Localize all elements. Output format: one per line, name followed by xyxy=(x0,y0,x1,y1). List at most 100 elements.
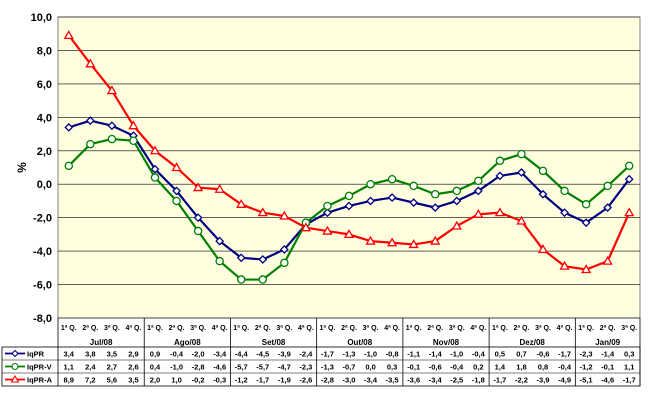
data-point-iqpr xyxy=(603,203,613,213)
table-cell: 0,2 xyxy=(473,363,483,372)
legend-marker-iqpr-a xyxy=(10,374,20,383)
table-cell: -3,9 xyxy=(537,376,550,385)
x-tick-label: 3ª Q. xyxy=(190,325,206,332)
y-tick-label: 2,0 xyxy=(37,146,52,158)
table-cell: -4,7 xyxy=(278,363,291,372)
data-point-iqpr-a xyxy=(214,183,225,193)
table-cell: -1,1 xyxy=(407,350,420,359)
legend-label-iqpr-v: IqPR-V xyxy=(27,363,52,372)
data-point-iqpr-a xyxy=(624,207,635,217)
table-cell: -0,4 xyxy=(450,363,464,372)
data-point-iqpr-a xyxy=(494,207,506,217)
data-point-iqpr xyxy=(387,193,397,203)
table-cell: -5,1 xyxy=(580,376,593,385)
data-point-iqpr xyxy=(215,236,225,246)
x-tick-label: 2ª Q. xyxy=(514,325,530,332)
data-point-iqpr xyxy=(279,245,289,254)
table-cell: 1,8 xyxy=(516,363,526,372)
data-point-iqpr xyxy=(64,122,74,132)
month-label: Out/08 xyxy=(347,338,372,347)
x-tick-label: 3ª Q. xyxy=(449,325,465,332)
month-label: Set/08 xyxy=(262,338,286,347)
data-point-iqpr xyxy=(323,208,332,218)
table-cell: -5,7 xyxy=(235,363,248,372)
table-cell: 0,7 xyxy=(516,350,526,359)
table-cell: -5,7 xyxy=(256,363,269,372)
table-cell: -1,3 xyxy=(343,350,356,359)
data-point-iqpr-a xyxy=(580,264,592,274)
table-cell: -1,3 xyxy=(321,363,334,372)
table-cell: -3,4 xyxy=(364,376,378,385)
month-label: Dez/08 xyxy=(520,338,546,347)
table-cell: -1,7 xyxy=(623,376,636,385)
y-tick-label: 10,0 xyxy=(31,12,52,24)
table-cell: -4,6 xyxy=(601,376,614,385)
table-cell: 8,9 xyxy=(64,376,74,385)
data-point-iqpr-v xyxy=(474,176,483,186)
table-cell: 0,9 xyxy=(150,350,160,359)
data-point-iqpr xyxy=(538,189,548,199)
data-point-iqpr-v xyxy=(107,134,117,144)
y-tick-label: 8,0 xyxy=(37,45,52,57)
x-tick-label: 4ª Q. xyxy=(126,325,142,332)
table-cell: -0,2 xyxy=(192,376,205,385)
table-cell: 1,1 xyxy=(624,363,634,372)
table-cell: -0,7 xyxy=(343,363,356,372)
data-point-iqpr-v xyxy=(215,256,224,266)
y-tick-label: -8,0 xyxy=(33,313,52,325)
table-cell: -0,1 xyxy=(601,363,614,372)
table-cell: 3,8 xyxy=(85,350,95,359)
table-cell: -0,3 xyxy=(213,376,226,385)
x-tick-label: 4ª Q. xyxy=(384,325,400,332)
table-cell: -3,9 xyxy=(278,350,291,359)
data-point-iqpr-a xyxy=(408,239,419,249)
table-cell: 0,3 xyxy=(624,350,634,359)
data-point-iqpr-a xyxy=(85,58,96,68)
data-point-iqpr-v xyxy=(172,196,181,206)
plot-area xyxy=(57,16,641,319)
table-cell: -1,4 xyxy=(601,350,615,359)
x-tick-label: 4ª Q. xyxy=(212,325,228,332)
table-cell: 3,5 xyxy=(128,376,138,385)
month-label: Ago/08 xyxy=(174,338,201,347)
x-tick-label: 1ª Q. xyxy=(492,325,508,332)
data-point-iqpr xyxy=(581,218,591,228)
table-cell: 2,7 xyxy=(107,363,117,372)
month-label: Jul/08 xyxy=(90,338,113,347)
x-tick-label: 4ª Q. xyxy=(557,325,573,332)
data-point-iqpr xyxy=(409,198,419,208)
data-point-iqpr xyxy=(150,164,160,174)
table-cell: -1,2 xyxy=(580,363,593,372)
table-cell: -3,4 xyxy=(213,350,227,359)
data-point-iqpr-v xyxy=(86,139,95,149)
table-cell: -3,4 xyxy=(429,376,443,385)
data-point-iqpr xyxy=(236,253,246,263)
y-axis-label: % xyxy=(15,162,29,173)
table-cell: -1,8 xyxy=(472,376,485,385)
table-cell: -0,4 xyxy=(170,350,184,359)
data-point-iqpr-v xyxy=(452,186,462,196)
table-cell: 3,5 xyxy=(107,350,117,359)
y-tick-label: -4,0 xyxy=(33,246,52,258)
data-point-iqpr-v xyxy=(236,275,246,284)
table-cell: -1,2 xyxy=(235,376,248,385)
data-point-iqpr-a xyxy=(149,145,161,155)
data-point-iqpr xyxy=(107,121,117,131)
data-point-iqpr-v xyxy=(280,258,289,268)
y-tick-label: 4,0 xyxy=(37,112,52,124)
data-point-iqpr-v xyxy=(603,181,612,191)
month-label: Jan/09 xyxy=(595,338,620,347)
data-point-iqpr xyxy=(517,168,526,177)
table-cell: -0,6 xyxy=(429,363,442,372)
data-point-iqpr-v xyxy=(387,174,397,184)
y-tick-label: 6,0 xyxy=(37,79,52,91)
x-tick-label: 1ª Q. xyxy=(578,325,594,332)
x-tick-label: 4ª Q. xyxy=(470,325,486,332)
data-point-iqpr-a xyxy=(171,162,182,172)
table-cell: -2,3 xyxy=(580,350,593,359)
data-point-iqpr xyxy=(344,201,354,211)
x-tick-label: 2ª Q. xyxy=(341,325,357,332)
data-point-iqpr xyxy=(624,174,634,184)
data-point-iqpr xyxy=(495,171,505,181)
table-cell: 1,0 xyxy=(171,376,181,385)
